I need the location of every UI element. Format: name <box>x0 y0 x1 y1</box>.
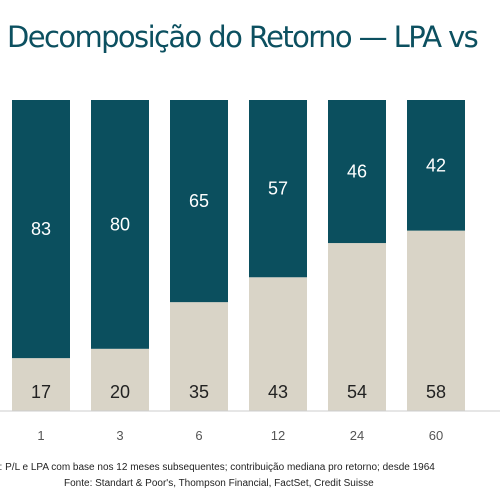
data-label-dark-1: 83 <box>31 219 51 239</box>
bar-segment-light-3 <box>91 348 149 411</box>
chart-source: Fonte: Standart & Poor's, Thompson Finan… <box>64 478 374 489</box>
data-label-light-1: 17 <box>31 382 51 402</box>
bar-segment-dark-1 <box>12 100 70 359</box>
bar-segment-light-12 <box>249 277 307 411</box>
bar-segment-dark-6 <box>170 100 228 303</box>
chart-note: a: P/L e LPA com base nos 12 meses subse… <box>0 462 435 473</box>
bar-segment-light-1 <box>12 358 70 411</box>
data-label-light-60: 58 <box>426 382 446 402</box>
data-label-light-3: 20 <box>110 382 130 402</box>
bar-segment-light-60 <box>407 230 465 411</box>
data-label-dark-60: 42 <box>426 155 446 175</box>
data-label-light-24: 54 <box>347 382 367 402</box>
bar-segment-dark-3 <box>91 100 149 349</box>
bar-segment-dark-60 <box>407 100 465 231</box>
data-label-dark-3: 80 <box>110 214 130 234</box>
x-tick-label-12: 12 <box>271 428 285 443</box>
data-label-dark-12: 57 <box>268 179 288 199</box>
x-tick-label-24: 24 <box>350 428 364 443</box>
data-label-light-6: 35 <box>189 382 209 402</box>
bar-segment-dark-24 <box>328 100 386 244</box>
bar-segment-light-6 <box>170 302 228 411</box>
data-label-dark-6: 65 <box>189 191 209 211</box>
data-label-dark-24: 46 <box>347 162 367 182</box>
chart-title: Decomposição do Retorno — LPA vs <box>7 20 479 54</box>
data-label-light-12: 43 <box>268 382 288 402</box>
bar-segment-dark-12 <box>249 100 307 278</box>
x-tick-label-6: 6 <box>195 428 202 443</box>
x-tick-label-1: 1 <box>37 428 44 443</box>
x-tick-label-3: 3 <box>116 428 123 443</box>
x-tick-label-60: 60 <box>429 428 443 443</box>
bar-segment-light-24 <box>328 243 386 411</box>
